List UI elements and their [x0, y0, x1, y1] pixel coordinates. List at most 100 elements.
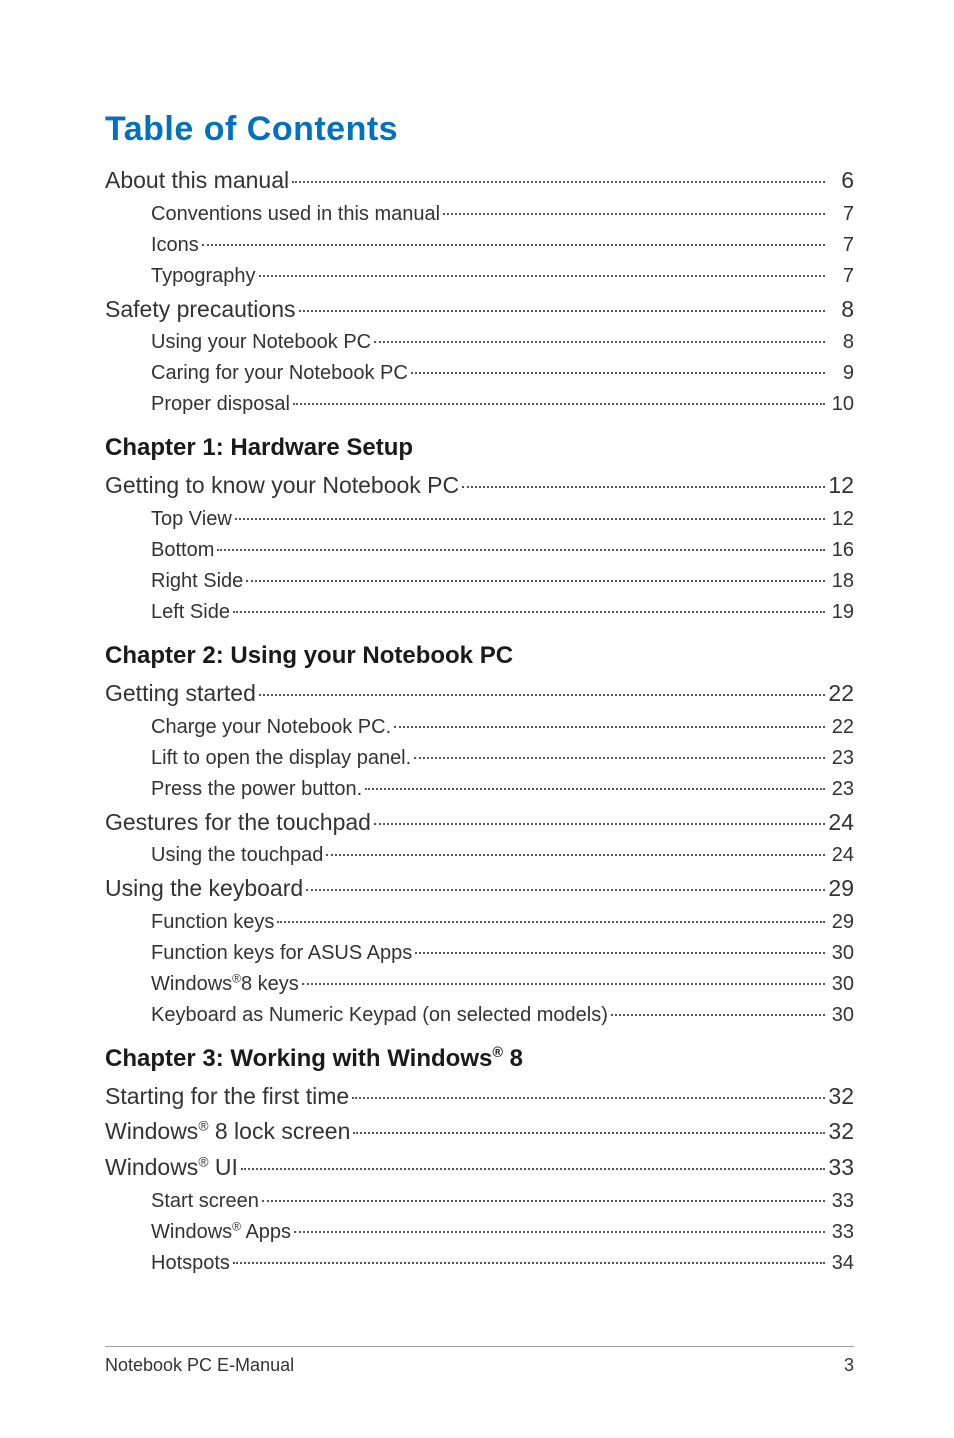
toc-entry-label: Getting started [105, 676, 256, 712]
toc-leader [294, 1231, 825, 1233]
toc-entry-page: 7 [828, 199, 854, 230]
toc-entry-label: Function keys for ASUS Apps [151, 938, 412, 969]
toc-entry[interactable]: Lift to open the display panel.23 [105, 743, 854, 774]
toc-entry[interactable]: Hotspots34 [105, 1248, 854, 1279]
toc-entry-page: 24 [828, 840, 854, 871]
toc-entry[interactable]: Windows® UI33 [105, 1150, 854, 1186]
table-of-contents: About this manual6Conventions used in th… [105, 163, 854, 1279]
toc-entry-page: 8 [828, 327, 854, 358]
toc-entry[interactable]: Using the keyboard29 [105, 871, 854, 907]
toc-leader [235, 518, 825, 520]
toc-entry-page: 29 [828, 907, 854, 938]
toc-entry-page: 7 [828, 230, 854, 261]
toc-entry[interactable]: Proper disposal10 [105, 389, 854, 420]
toc-entry-page: 16 [828, 535, 854, 566]
toc-leader [352, 1097, 825, 1099]
toc-entry[interactable]: Typography7 [105, 261, 854, 292]
page-footer: Notebook PC E-Manual 3 [105, 1346, 854, 1376]
toc-entry-label: Caring for your Notebook PC [151, 358, 408, 389]
toc-entry[interactable]: Function keys 29 [105, 907, 854, 938]
toc-entry[interactable]: Function keys for ASUS Apps 30 [105, 938, 854, 969]
toc-entry[interactable]: Press the power button.23 [105, 774, 854, 805]
toc-leader [292, 181, 825, 183]
toc-leader [374, 341, 825, 343]
toc-leader [414, 757, 825, 759]
toc-entry[interactable]: Gestures for the touchpad 24 [105, 805, 854, 841]
toc-entry[interactable]: Start screen 33 [105, 1186, 854, 1217]
toc-entry[interactable]: Top View12 [105, 504, 854, 535]
toc-leader [374, 823, 825, 825]
toc-entry-page: 33 [828, 1217, 854, 1248]
toc-entry-label: Using your Notebook PC [151, 327, 371, 358]
toc-entry[interactable]: Using your Notebook PC 8 [105, 327, 854, 358]
toc-entry-label: Conventions used in this manual [151, 199, 440, 230]
toc-leader [411, 372, 825, 374]
toc-entry-page: 18 [828, 566, 854, 597]
toc-entry[interactable]: Keyboard as Numeric Keypad (on selected … [105, 1000, 854, 1031]
chapter-heading: Chapter 3: Working with Windows® 8 [105, 1045, 854, 1073]
toc-entry-label: Left Side [151, 597, 230, 628]
toc-leader [259, 694, 825, 696]
toc-entry-page: 22 [828, 676, 854, 712]
toc-entry-page: 6 [828, 163, 854, 199]
toc-entry-page: 33 [828, 1186, 854, 1217]
toc-leader [262, 1200, 825, 1202]
toc-leader [202, 244, 825, 246]
toc-entry-label: Function keys [151, 907, 274, 938]
toc-entry[interactable]: Getting to know your Notebook PC12 [105, 468, 854, 504]
toc-leader [415, 952, 825, 954]
toc-entry-page: 19 [828, 597, 854, 628]
toc-entry[interactable]: Right Side18 [105, 566, 854, 597]
toc-leader [302, 983, 825, 985]
toc-entry[interactable]: Starting for the first time 32 [105, 1079, 854, 1115]
toc-entry[interactable]: Bottom16 [105, 535, 854, 566]
toc-entry-label: Charge your Notebook PC. [151, 712, 391, 743]
document-page: Table of Contents About this manual6Conv… [0, 0, 954, 1438]
toc-entry-page: 34 [828, 1248, 854, 1279]
toc-leader [246, 580, 825, 582]
toc-entry-label: Using the touchpad [151, 840, 323, 871]
toc-entry-label: Windows® 8 lock screen [105, 1114, 350, 1150]
toc-entry[interactable]: Using the touchpad 24 [105, 840, 854, 871]
toc-entry-label: About this manual [105, 163, 289, 199]
toc-leader [443, 213, 825, 215]
toc-entry-page: 23 [828, 774, 854, 805]
toc-leader [365, 788, 825, 790]
chapter-heading: Chapter 2: Using your Notebook PC [105, 642, 854, 670]
toc-entry[interactable]: Windows® 8 lock screen 32 [105, 1114, 854, 1150]
toc-entry-page: 22 [828, 712, 854, 743]
toc-entry-label: Starting for the first time [105, 1079, 349, 1115]
toc-entry-page: 12 [828, 468, 854, 504]
toc-entry[interactable]: Conventions used in this manual 7 [105, 199, 854, 230]
toc-leader [462, 486, 825, 488]
toc-entry[interactable]: Windows®8 keys30 [105, 969, 854, 1000]
toc-entry-label: Top View [151, 504, 232, 535]
toc-entry-page: 30 [828, 1000, 854, 1031]
toc-entry-label: Icons [151, 230, 199, 261]
toc-entry-page: 24 [828, 805, 854, 841]
toc-entry-label: Gestures for the touchpad [105, 805, 371, 841]
toc-entry-page: 9 [828, 358, 854, 389]
toc-entry[interactable]: Windows® Apps33 [105, 1217, 854, 1248]
footer-page-number: 3 [844, 1355, 854, 1376]
toc-entry-page: 32 [828, 1079, 854, 1115]
toc-entry-label: Lift to open the display panel. [151, 743, 411, 774]
toc-entry-page: 7 [828, 261, 854, 292]
toc-entry[interactable]: Caring for your Notebook PC 9 [105, 358, 854, 389]
toc-entry-label: Using the keyboard [105, 871, 303, 907]
toc-entry[interactable]: Safety precautions8 [105, 292, 854, 328]
toc-entry[interactable]: Getting started 22 [105, 676, 854, 712]
toc-entry[interactable]: About this manual 6 [105, 163, 854, 199]
toc-entry-page: 30 [828, 938, 854, 969]
toc-entry[interactable]: Left Side 19 [105, 597, 854, 628]
toc-leader [353, 1132, 825, 1134]
toc-entry-label: Start screen [151, 1186, 259, 1217]
toc-entry-label: Safety precautions [105, 292, 296, 328]
footer-book-title: Notebook PC E-Manual [105, 1355, 294, 1376]
toc-leader [241, 1168, 825, 1170]
toc-entry-page: 32 [828, 1114, 854, 1150]
toc-entry[interactable]: Charge your Notebook PC. 22 [105, 712, 854, 743]
toc-leader [233, 611, 825, 613]
toc-entry-page: 10 [828, 389, 854, 420]
toc-entry[interactable]: Icons 7 [105, 230, 854, 261]
